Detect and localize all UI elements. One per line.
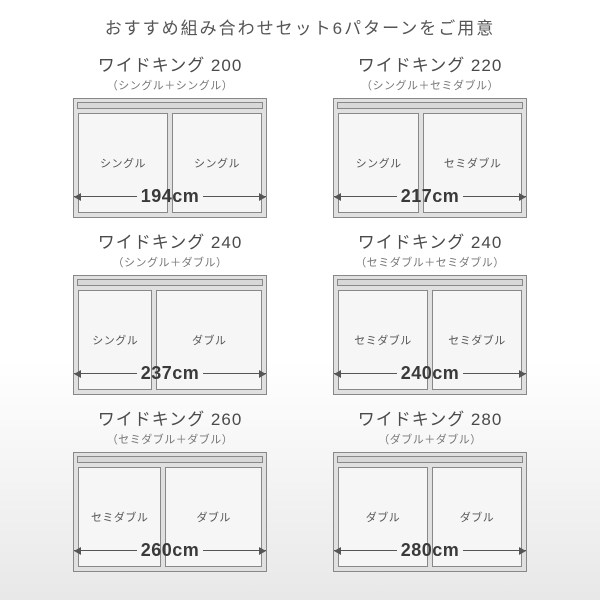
headboard <box>77 456 263 463</box>
bed-cell: ワイドキング 200（シングル＋シングル） シングルシングル194cm <box>60 51 280 218</box>
bed-cell: ワイドキング 240（セミダブル＋セミダブル） セミダブルセミダブル240cm <box>320 228 540 395</box>
bed-diagram: シングルダブル237cm <box>73 275 267 395</box>
mattress: ダブル <box>156 290 262 390</box>
bed-diagram: セミダブルダブル260cm <box>73 452 267 572</box>
bed-cell: ワイドキング 240（シングル＋ダブル） シングルダブル237cm <box>60 228 280 395</box>
cell-title: ワイドキング 260 <box>60 405 280 430</box>
mattress: シングル <box>338 113 419 213</box>
mattresses: シングルセミダブル <box>338 113 522 213</box>
cell-subtitle: （セミダブル＋セミダブル） <box>320 254 540 270</box>
mattress: セミダブル <box>423 113 522 213</box>
cell-subtitle: （シングル＋セミダブル） <box>320 77 540 93</box>
headboard <box>337 102 523 109</box>
bed-cell: ワイドキング 260（セミダブル＋ダブル） セミダブルダブル260cm <box>60 405 280 572</box>
cell-subtitle: （シングル＋ダブル） <box>60 254 280 270</box>
mattresses: ダブルダブル <box>338 467 522 567</box>
cell-title: ワイドキング 280 <box>320 405 540 430</box>
bed-diagram: シングルシングル194cm <box>73 98 267 218</box>
mattress: セミダブル <box>78 467 161 567</box>
mattresses: セミダブルダブル <box>78 467 262 567</box>
bed-diagram: ダブルダブル280cm <box>333 452 527 572</box>
mattresses: シングルダブル <box>78 290 262 390</box>
mattress: シングル <box>172 113 262 213</box>
mattress: ダブル <box>165 467 262 567</box>
mattresses: セミダブルセミダブル <box>338 290 522 390</box>
mattresses: シングルシングル <box>78 113 262 213</box>
cell-subtitle: （セミダブル＋ダブル） <box>60 431 280 447</box>
bed-diagram: セミダブルセミダブル240cm <box>333 275 527 395</box>
mattress: セミダブル <box>432 290 522 390</box>
headboard <box>77 102 263 109</box>
cell-title: ワイドキング 240 <box>60 228 280 253</box>
mattress: セミダブル <box>338 290 428 390</box>
headboard <box>337 279 523 286</box>
cell-title: ワイドキング 220 <box>320 51 540 76</box>
bed-grid: ワイドキング 200（シングル＋シングル）シングルシングル194cmワイドキング… <box>0 51 600 572</box>
mattress: シングル <box>78 113 168 213</box>
cell-title: ワイドキング 200 <box>60 51 280 76</box>
mattress: シングル <box>78 290 152 390</box>
cell-subtitle: （ダブル＋ダブル） <box>320 431 540 447</box>
cell-subtitle: （シングル＋シングル） <box>60 77 280 93</box>
mattress: ダブル <box>338 467 428 567</box>
headboard <box>337 456 523 463</box>
cell-title: ワイドキング 240 <box>320 228 540 253</box>
bed-diagram: シングルセミダブル217cm <box>333 98 527 218</box>
mattress: ダブル <box>432 467 522 567</box>
page-title: おすすめ組み合わせセット6パターンをご用意 <box>0 14 600 39</box>
bed-cell: ワイドキング 280（ダブル＋ダブル） ダブルダブル280cm <box>320 405 540 572</box>
bed-cell: ワイドキング 220（シングル＋セミダブル） シングルセミダブル217cm <box>320 51 540 218</box>
headboard <box>77 279 263 286</box>
